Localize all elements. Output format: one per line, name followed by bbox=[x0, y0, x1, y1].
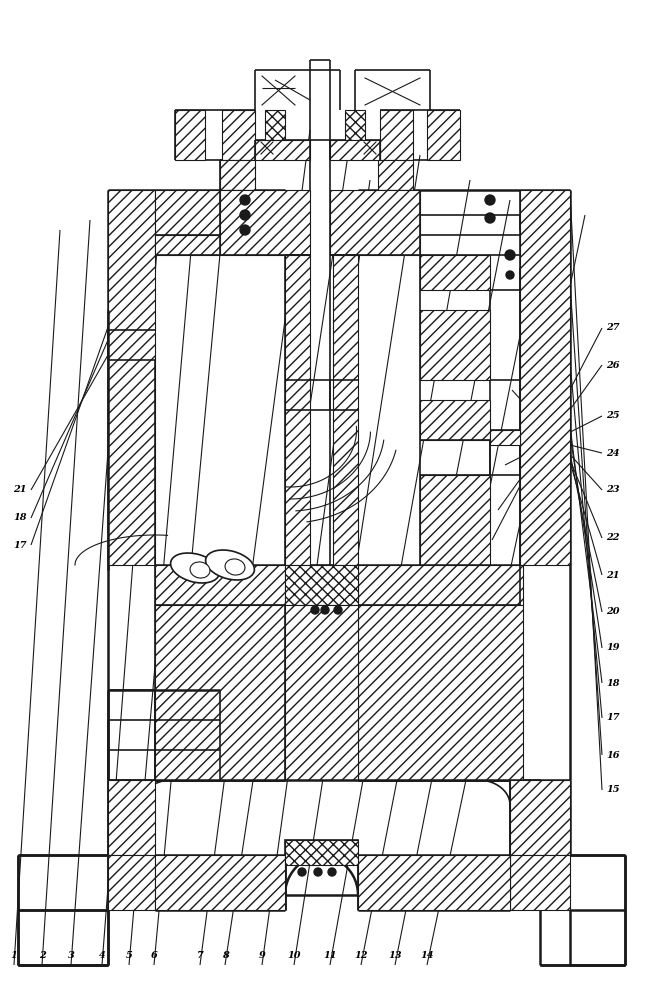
Bar bbox=[358, 565, 523, 605]
Text: 13: 13 bbox=[388, 951, 402, 960]
Bar bbox=[108, 190, 155, 565]
Text: 25: 25 bbox=[606, 412, 619, 420]
Bar bbox=[380, 110, 413, 160]
Bar bbox=[222, 110, 255, 160]
Text: 20: 20 bbox=[606, 607, 619, 616]
Text: 15: 15 bbox=[606, 786, 619, 794]
Bar bbox=[510, 855, 570, 910]
Bar bbox=[265, 110, 285, 140]
Circle shape bbox=[505, 250, 515, 260]
Text: 18: 18 bbox=[14, 514, 27, 522]
Bar bbox=[490, 430, 520, 445]
Bar bbox=[155, 605, 285, 780]
Bar bbox=[358, 605, 523, 780]
Circle shape bbox=[311, 606, 319, 614]
Text: 2: 2 bbox=[39, 951, 45, 960]
Bar bbox=[510, 780, 570, 855]
Bar bbox=[420, 475, 490, 565]
Ellipse shape bbox=[190, 562, 210, 578]
Circle shape bbox=[240, 210, 250, 220]
Text: 1: 1 bbox=[10, 951, 17, 960]
Bar bbox=[220, 160, 255, 190]
Text: 6: 6 bbox=[150, 951, 157, 960]
Bar bbox=[285, 255, 310, 565]
Circle shape bbox=[240, 195, 250, 205]
Circle shape bbox=[506, 271, 514, 279]
Bar bbox=[155, 855, 285, 910]
Bar bbox=[330, 140, 380, 160]
Text: 9: 9 bbox=[259, 951, 266, 960]
Circle shape bbox=[334, 606, 342, 614]
Bar bbox=[108, 780, 155, 855]
Bar bbox=[378, 160, 413, 190]
Text: 4: 4 bbox=[98, 951, 106, 960]
Bar bbox=[155, 235, 220, 255]
Text: 17: 17 bbox=[606, 714, 619, 722]
Circle shape bbox=[328, 868, 336, 876]
Text: 10: 10 bbox=[287, 951, 301, 960]
Bar bbox=[285, 840, 358, 865]
Circle shape bbox=[485, 195, 495, 205]
Text: 27: 27 bbox=[606, 324, 619, 332]
Text: 26: 26 bbox=[606, 360, 619, 369]
Text: 18: 18 bbox=[606, 678, 619, 688]
Circle shape bbox=[240, 225, 250, 235]
Text: 11: 11 bbox=[323, 951, 337, 960]
Bar bbox=[155, 190, 220, 235]
Circle shape bbox=[298, 868, 306, 876]
Text: 5: 5 bbox=[126, 951, 132, 960]
Text: 16: 16 bbox=[606, 750, 619, 760]
Circle shape bbox=[321, 606, 329, 614]
Bar bbox=[520, 190, 570, 565]
Bar bbox=[285, 565, 358, 605]
Circle shape bbox=[314, 868, 322, 876]
Text: 23: 23 bbox=[606, 486, 619, 494]
Bar bbox=[285, 605, 358, 780]
Bar bbox=[420, 255, 490, 290]
Bar bbox=[285, 840, 358, 865]
Bar bbox=[490, 430, 520, 475]
Text: 19: 19 bbox=[606, 644, 619, 652]
Bar bbox=[333, 255, 358, 565]
Bar bbox=[220, 190, 255, 215]
Bar bbox=[255, 140, 310, 160]
Ellipse shape bbox=[170, 553, 220, 583]
Bar bbox=[175, 110, 205, 160]
Text: 14: 14 bbox=[421, 951, 434, 960]
Bar bbox=[345, 110, 365, 140]
Text: 22: 22 bbox=[606, 534, 619, 542]
Bar bbox=[285, 565, 358, 605]
Text: 21: 21 bbox=[14, 486, 27, 494]
Text: 12: 12 bbox=[354, 951, 368, 960]
Text: 24: 24 bbox=[606, 448, 619, 458]
Bar bbox=[420, 400, 490, 440]
Text: 21: 21 bbox=[606, 570, 619, 580]
Text: 8: 8 bbox=[222, 951, 228, 960]
Bar bbox=[310, 380, 330, 410]
Bar bbox=[330, 190, 420, 255]
Bar bbox=[358, 855, 510, 910]
Circle shape bbox=[485, 213, 495, 223]
Bar bbox=[378, 190, 413, 215]
Ellipse shape bbox=[225, 559, 245, 575]
Ellipse shape bbox=[205, 550, 255, 580]
Bar bbox=[155, 565, 285, 605]
Text: 7: 7 bbox=[196, 951, 203, 960]
Bar bbox=[420, 310, 490, 380]
Text: 17: 17 bbox=[14, 540, 27, 550]
Bar bbox=[108, 855, 155, 910]
Bar bbox=[427, 110, 460, 160]
Text: 3: 3 bbox=[67, 951, 75, 960]
Bar bbox=[220, 190, 310, 255]
